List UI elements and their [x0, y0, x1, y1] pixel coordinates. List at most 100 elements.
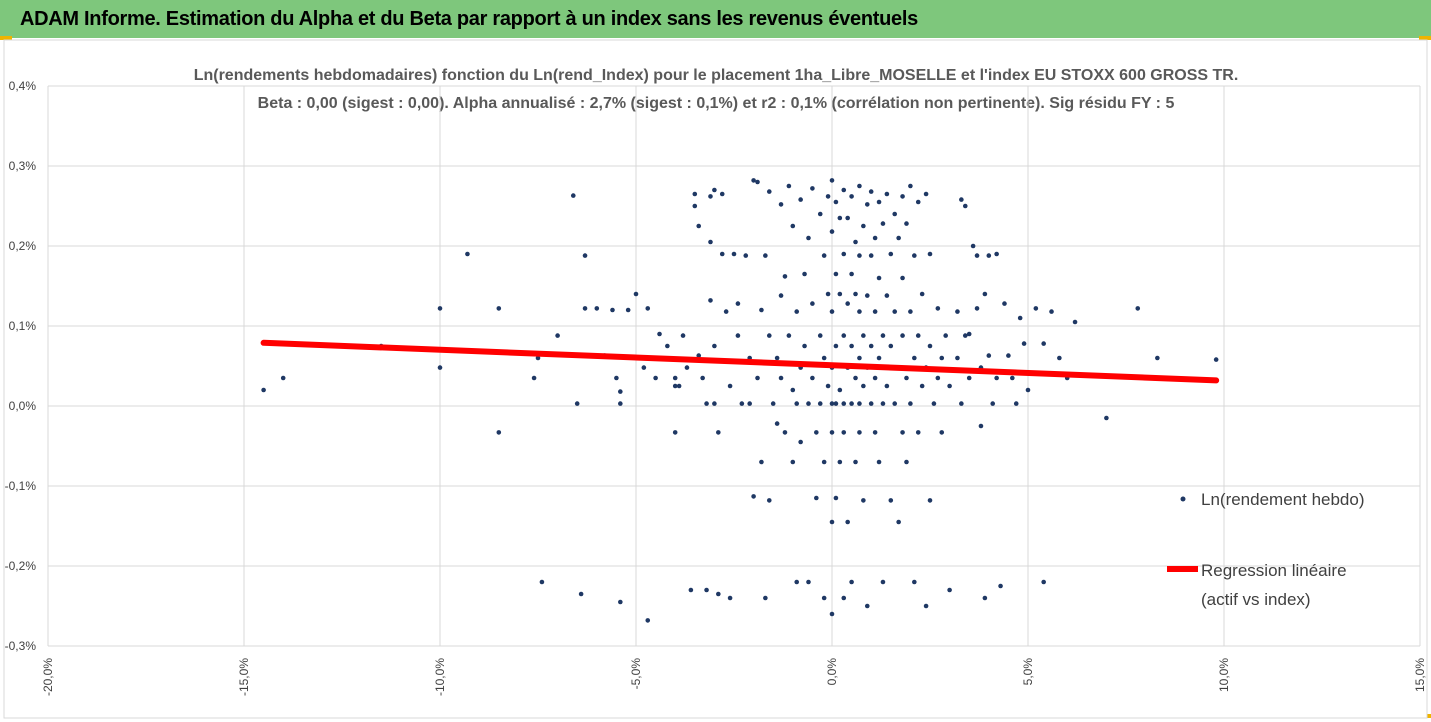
data-point [782, 430, 788, 435]
corner-accent-right [1419, 36, 1431, 40]
data-point [496, 430, 502, 435]
grid-layer [47, 85, 1421, 647]
data-point [578, 591, 584, 597]
data-point [872, 375, 878, 381]
data-point [814, 430, 819, 435]
data-point [1041, 579, 1046, 585]
data-point [908, 309, 913, 314]
data-point [864, 202, 870, 207]
data-point [810, 301, 815, 306]
data-point [959, 197, 964, 202]
data-point [908, 183, 913, 189]
data-point [880, 333, 886, 338]
data-point [817, 333, 823, 338]
data-point [798, 439, 803, 445]
data-point [806, 401, 811, 406]
data-point [582, 253, 588, 258]
data-point [786, 183, 792, 189]
data-point [700, 375, 705, 381]
data-point [821, 595, 827, 601]
legend-line-label: Regression linéaire [1201, 561, 1347, 580]
data-point [876, 355, 882, 361]
data-point [614, 375, 619, 381]
data-point [845, 301, 850, 306]
data-point [676, 383, 682, 389]
data-point [943, 333, 948, 338]
data-point [935, 306, 941, 311]
data-point [974, 306, 980, 311]
data-point [915, 430, 921, 435]
data-point [829, 178, 835, 183]
legend-scatter-marker [1180, 496, 1186, 502]
data-point [876, 459, 882, 465]
data-point [861, 498, 866, 503]
data-point [837, 387, 843, 393]
data-point [657, 331, 662, 337]
data-point [778, 375, 784, 381]
data-point [712, 187, 717, 193]
data-point [688, 587, 694, 593]
data-point [853, 375, 858, 381]
chart-subtitle: Beta : 0,00 (sigest : 0,00). Alpha annua… [258, 95, 1175, 112]
data-point [892, 211, 898, 217]
data-point [912, 579, 917, 585]
data-point [727, 595, 733, 601]
data-point [751, 494, 756, 499]
data-point [641, 365, 647, 370]
data-point [684, 365, 690, 370]
data-point [1021, 341, 1027, 346]
data-point [790, 459, 796, 465]
data-point [766, 333, 772, 338]
data-point [802, 271, 807, 277]
data-point [896, 235, 901, 241]
y-tick-label: -0,2% [5, 559, 37, 573]
data-point [735, 301, 741, 306]
data-point [802, 343, 807, 349]
data-point [880, 221, 886, 226]
data-point [704, 587, 709, 593]
data-point [915, 333, 921, 338]
data-point [1213, 357, 1219, 362]
data-point [892, 401, 898, 406]
data-point [680, 333, 686, 338]
data-point [716, 591, 721, 597]
data-point [837, 215, 843, 221]
data-point [645, 618, 651, 623]
data-point [672, 375, 678, 381]
data-point [790, 387, 796, 393]
data-point [719, 191, 725, 197]
legend: Ln(rendement hebdo) Regression linéaire … [1167, 490, 1365, 609]
data-point [955, 355, 960, 361]
data-point [708, 298, 713, 303]
data-point [912, 355, 917, 361]
data-point [837, 459, 843, 465]
data-point [751, 178, 756, 183]
data-point [919, 291, 925, 297]
data-point [625, 307, 631, 313]
data-point [829, 519, 835, 525]
data-point [437, 306, 443, 311]
y-tick-label: 0,3% [9, 159, 37, 173]
data-point [853, 239, 858, 245]
data-point [696, 353, 702, 358]
data-point [743, 253, 749, 258]
data-point [876, 199, 882, 205]
data-point [817, 401, 823, 406]
corner-accent-left [0, 36, 12, 40]
x-tick-label: 5,0% [1021, 658, 1035, 686]
data-point [810, 186, 815, 191]
data-point [778, 202, 784, 207]
data-point [653, 375, 658, 381]
header-bar: ADAM Informe. Estimation du Alpha et du … [0, 0, 1431, 38]
data-point [821, 459, 827, 465]
data-point [821, 253, 827, 258]
data-point [770, 401, 776, 406]
data-point [853, 459, 858, 465]
data-point [535, 355, 541, 361]
data-point [672, 430, 678, 435]
report-title: ADAM Informe. Estimation du Alpha et du … [20, 8, 918, 30]
data-point [927, 343, 933, 349]
data-point [837, 291, 843, 297]
data-point [982, 291, 988, 297]
